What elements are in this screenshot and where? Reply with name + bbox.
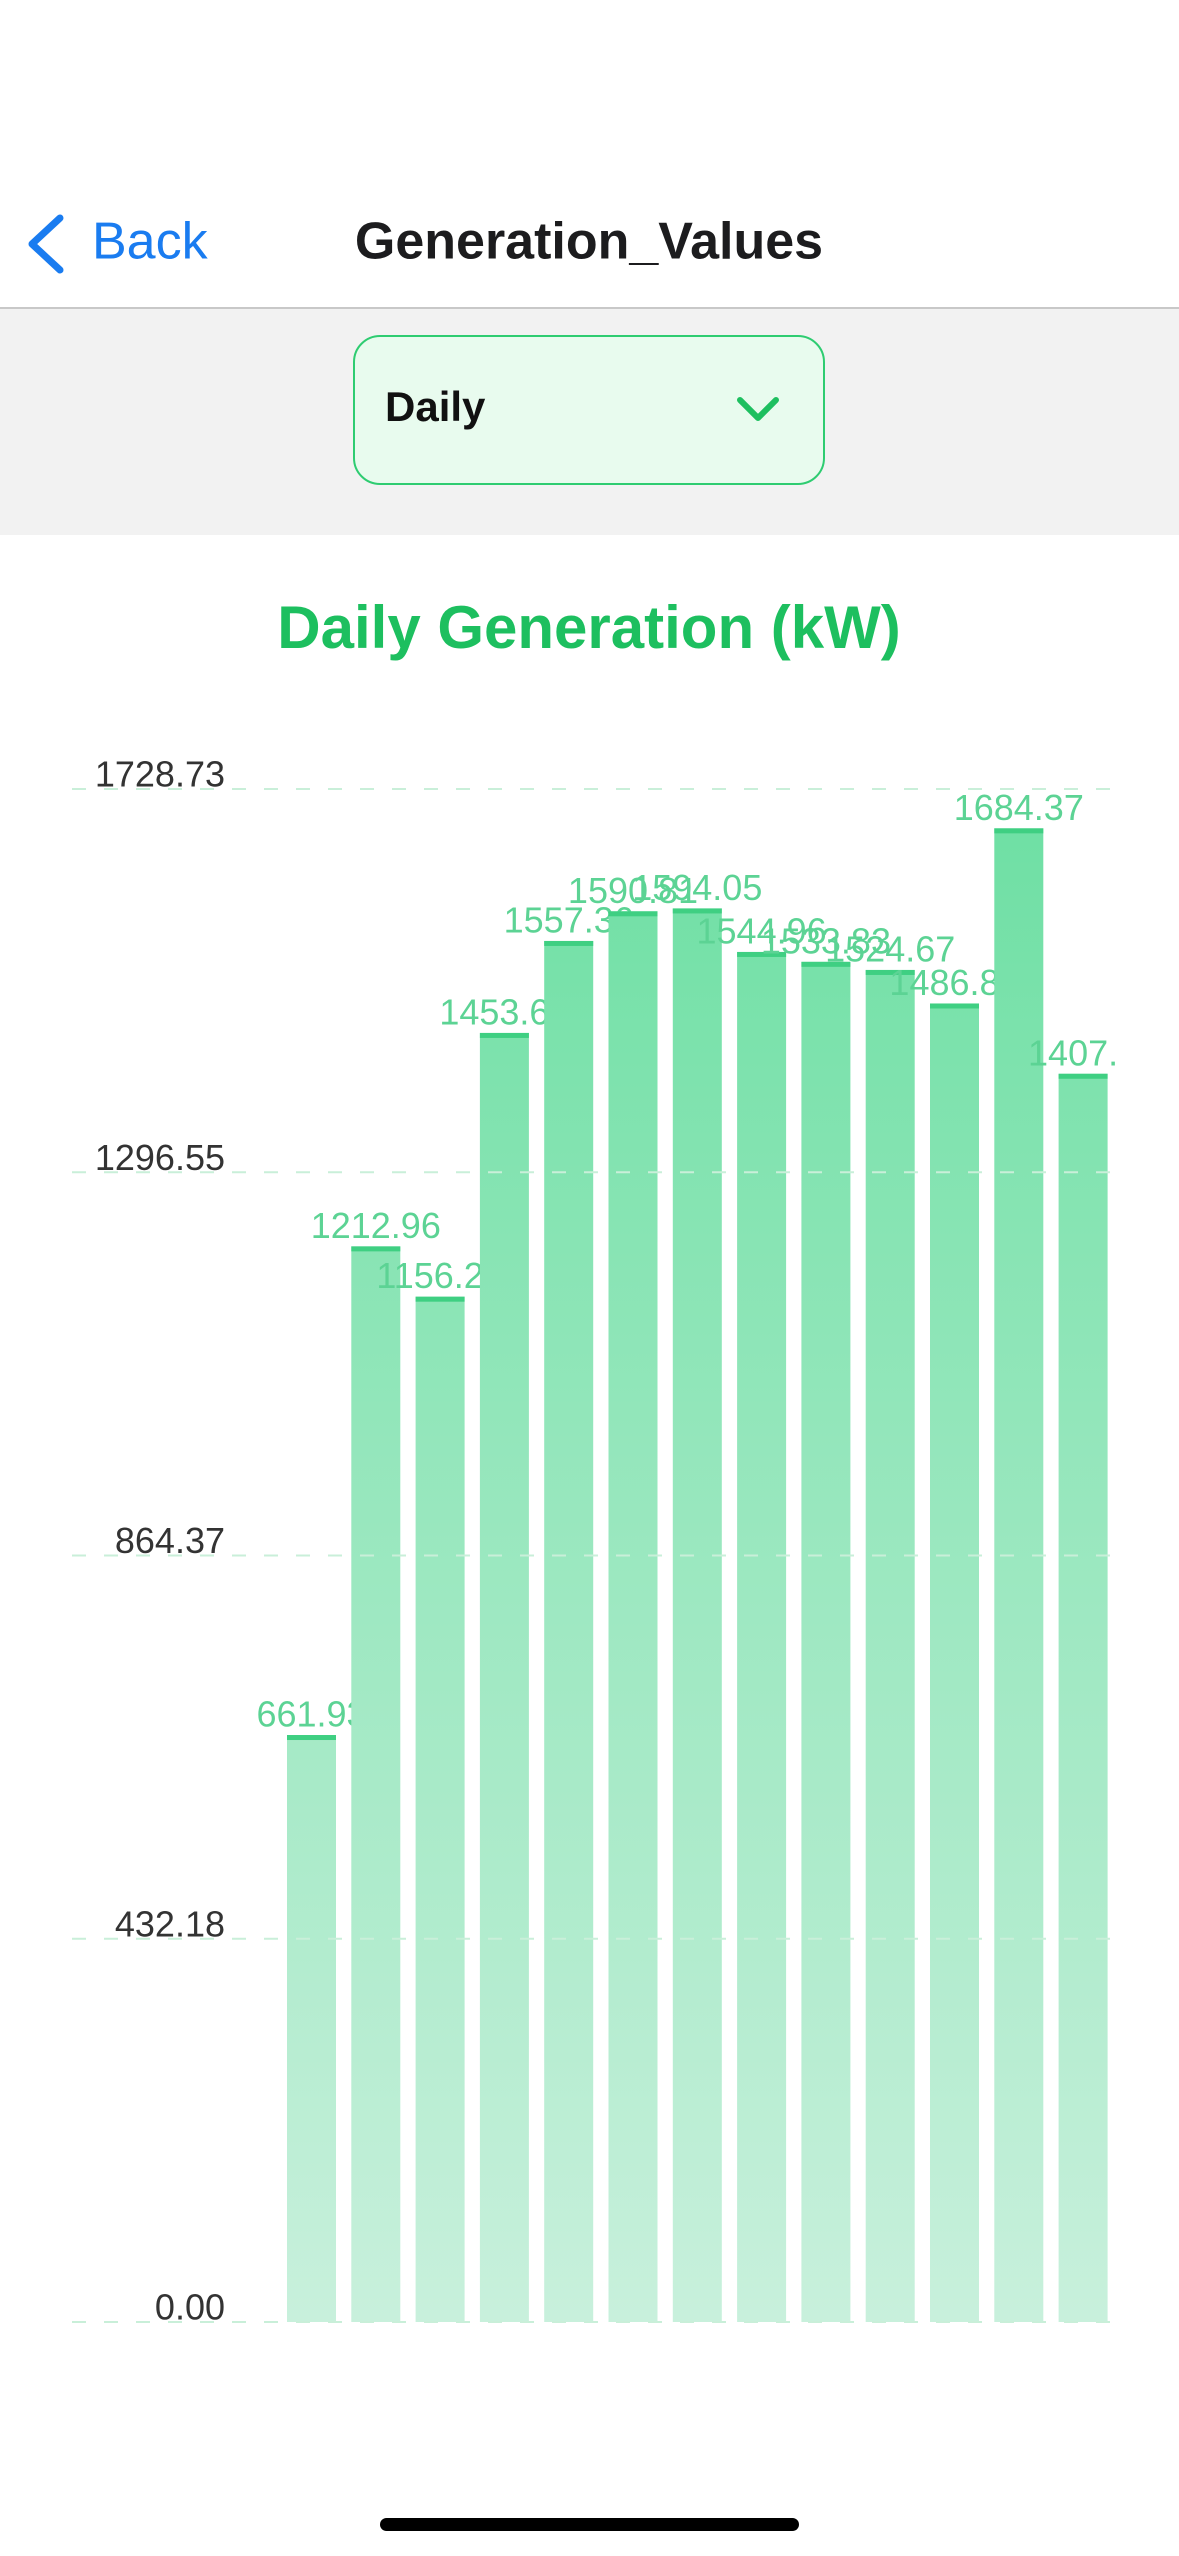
y-tick-label: 432.18 — [115, 1903, 225, 1944]
dropdown[interactable] — [353, 335, 825, 485]
bar-cap — [737, 951, 787, 957]
home-indicator — [380, 2518, 799, 2531]
bar — [544, 940, 594, 2322]
value-label: 661.93 — [256, 1694, 366, 1735]
bar-cap — [287, 1735, 336, 1741]
back-button[interactable]: Back — [92, 213, 209, 271]
bar — [351, 1246, 401, 2322]
dropdown-chevron[interactable] — [737, 397, 779, 421]
value-label: 1407.6 — [1028, 1032, 1138, 1073]
bar — [479, 1032, 529, 2322]
y-tick-label: 864.37 — [115, 1520, 225, 1561]
y-tick-label: 1296.55 — [95, 1137, 225, 1178]
bar-cap — [415, 1296, 465, 1302]
bar-cap — [544, 940, 594, 946]
chart-title: Daily Generation (kW) — [277, 594, 900, 661]
value-label: 1524.67 — [825, 928, 955, 969]
value-label: 1544.96 — [697, 910, 827, 951]
bar — [801, 961, 851, 2323]
bar-cap — [801, 961, 851, 967]
bar-cap — [351, 1246, 401, 1252]
dropdown-value[interactable]: Daily — [385, 383, 486, 430]
bar-cap — [1058, 1073, 1108, 1079]
bar-cap — [608, 911, 658, 917]
back-chevron[interactable] — [28, 214, 64, 274]
bar-cap — [994, 828, 1044, 834]
bar — [737, 951, 787, 2323]
value-label: 1594.05 — [632, 867, 762, 908]
bar — [287, 1735, 336, 2322]
bar — [1058, 1073, 1108, 2322]
bar-cap — [672, 908, 722, 914]
value-label: 1590.81 — [568, 870, 698, 911]
nav-title: Generation_Values — [355, 213, 823, 271]
y-tick-label: 1728.73 — [95, 754, 225, 795]
bar — [608, 911, 658, 2322]
bar — [415, 1296, 465, 2322]
bar-cap — [479, 1032, 529, 1038]
bar — [930, 1003, 979, 2322]
y-tick-label: 0.00 — [155, 2287, 225, 2328]
value-label: 1212.96 — [311, 1205, 441, 1246]
bar — [672, 908, 722, 2322]
bar — [994, 828, 1044, 2323]
bar-cap — [865, 969, 915, 975]
bar — [865, 969, 915, 2322]
value-label: 1684.37 — [954, 787, 1084, 828]
plot-area: 661.931212.961156.231453.641557.361590.8… — [256, 787, 1138, 2323]
bar-cap — [930, 1003, 979, 1009]
value-label: 1533.83 — [761, 920, 891, 961]
